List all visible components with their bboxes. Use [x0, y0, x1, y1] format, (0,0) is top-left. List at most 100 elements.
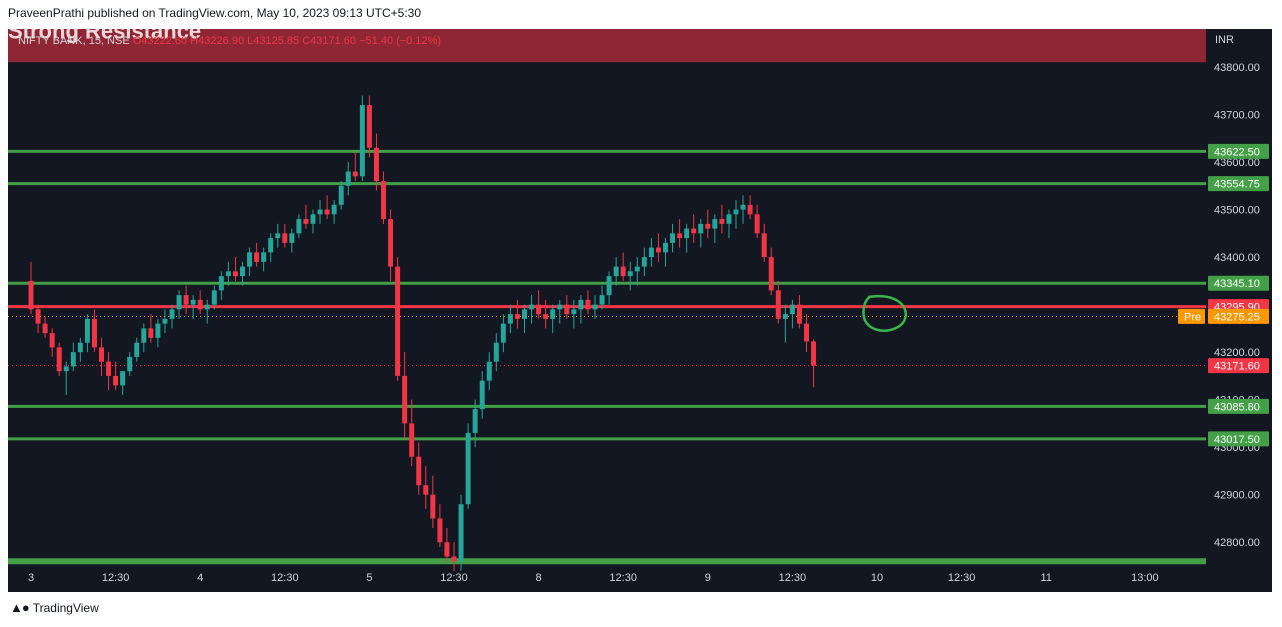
candle: [782, 304, 788, 343]
level-price-tag: 43085.80: [1214, 401, 1260, 413]
candle: [190, 295, 196, 319]
candle-body: [761, 233, 767, 258]
candle: [268, 233, 274, 262]
candle-body: [465, 432, 471, 505]
x-tick-label: 13:00: [1131, 572, 1159, 584]
candle-body: [472, 409, 478, 433]
x-tick-label: 9: [705, 572, 711, 584]
level-price-tag: 43622.50: [1214, 146, 1260, 158]
candle-body: [430, 494, 436, 519]
candle-body: [120, 371, 126, 386]
level-price-tag-bg: [1208, 431, 1269, 447]
candle-body: [648, 247, 654, 258]
candle: [811, 339, 817, 388]
candle: [352, 152, 358, 182]
candle: [141, 323, 147, 353]
candle-body: [606, 276, 612, 296]
candle: [254, 242, 260, 267]
candle-body: [49, 333, 55, 348]
legend-value: −51.40 (−0.12%): [359, 35, 441, 47]
candle-body: [670, 233, 676, 243]
candle: [113, 361, 119, 391]
candle-body: [240, 266, 245, 277]
tradingview-logo-icon: ▲●: [10, 600, 30, 615]
candle-body: [543, 314, 549, 319]
candle: [557, 299, 563, 324]
candle-body: [641, 257, 647, 267]
candle-body: [28, 280, 34, 310]
candle-body: [169, 309, 175, 319]
candle: [500, 314, 506, 353]
level-price-tag: 43345.10: [1214, 278, 1260, 290]
candle-body: [529, 304, 535, 310]
y-tick-label: 42900.00: [1214, 490, 1260, 502]
x-tick-label: 10: [871, 572, 883, 584]
candle: [465, 423, 471, 509]
candle-body: [550, 309, 556, 319]
candle-body: [613, 266, 619, 277]
candle-body: [789, 304, 795, 315]
candle: [444, 527, 450, 562]
candle: [120, 371, 126, 395]
candle: [106, 352, 112, 391]
candle-body: [42, 323, 48, 334]
candle-body: [232, 271, 238, 277]
y-tick-label: 43200.00: [1214, 347, 1260, 359]
candle: [247, 247, 253, 277]
candle-body: [91, 318, 97, 348]
chart-frame[interactable]: Strong Resistance INR 43800.00 43700.00 436…: [8, 29, 1272, 592]
candle: [775, 280, 781, 324]
candle: [663, 238, 668, 267]
x-tick-label: 12:30: [609, 572, 637, 584]
last-price-tag: 43171.60: [1214, 361, 1260, 373]
candle: [670, 223, 676, 253]
candle: [211, 285, 217, 310]
y-tick-label: 43800.00: [1214, 62, 1260, 74]
candle: [218, 271, 224, 300]
candle: [28, 261, 34, 315]
candle-body: [373, 147, 379, 182]
candle: [303, 204, 309, 229]
candle: [402, 352, 408, 438]
candle-body: [77, 342, 83, 353]
level-price-tag-bg: [1208, 176, 1269, 192]
candle-body: [677, 233, 683, 239]
candle: [91, 309, 97, 353]
y-tick-label: 43500.00: [1214, 205, 1260, 217]
candle: [324, 195, 330, 220]
candle-body: [402, 375, 408, 424]
candle-body: [211, 290, 217, 305]
candle-body: [176, 295, 182, 310]
candle: [176, 290, 182, 319]
candle: [768, 247, 774, 296]
x-tick-label: 12:30: [440, 572, 468, 584]
candle: [550, 304, 556, 334]
candle: [472, 399, 478, 448]
candle-body: [634, 266, 640, 272]
candle-body: [247, 252, 253, 267]
candle-body: [514, 314, 520, 319]
candle-body: [663, 242, 668, 253]
candle-body: [106, 361, 112, 376]
candle-body: [317, 209, 323, 215]
pre-market-price-tag-bg: [1208, 308, 1269, 324]
candle: [63, 361, 69, 395]
candle-body: [599, 295, 605, 305]
pre-tag: Pre: [1184, 311, 1201, 323]
candlestick-chart[interactable]: Strong Resistance INR 43800.00 43700.00 436…: [8, 29, 1272, 592]
publish-info: PraveenPrathi published on TradingView.c…: [8, 6, 422, 20]
candle: [648, 238, 654, 267]
last-price-tag-bg: [1208, 358, 1269, 374]
candle: [134, 337, 140, 362]
candle: [240, 261, 245, 286]
y-tick-label: 43400.00: [1214, 252, 1260, 264]
level-price-tag-bg: [1208, 398, 1269, 414]
candle: [310, 209, 316, 234]
candle-body: [134, 342, 140, 357]
candle-body: [691, 228, 697, 234]
candle-body: [190, 299, 196, 305]
candle-body: [409, 423, 415, 457]
candle-body: [782, 314, 788, 319]
candle-body: [289, 233, 295, 243]
candle-body: [754, 214, 760, 234]
